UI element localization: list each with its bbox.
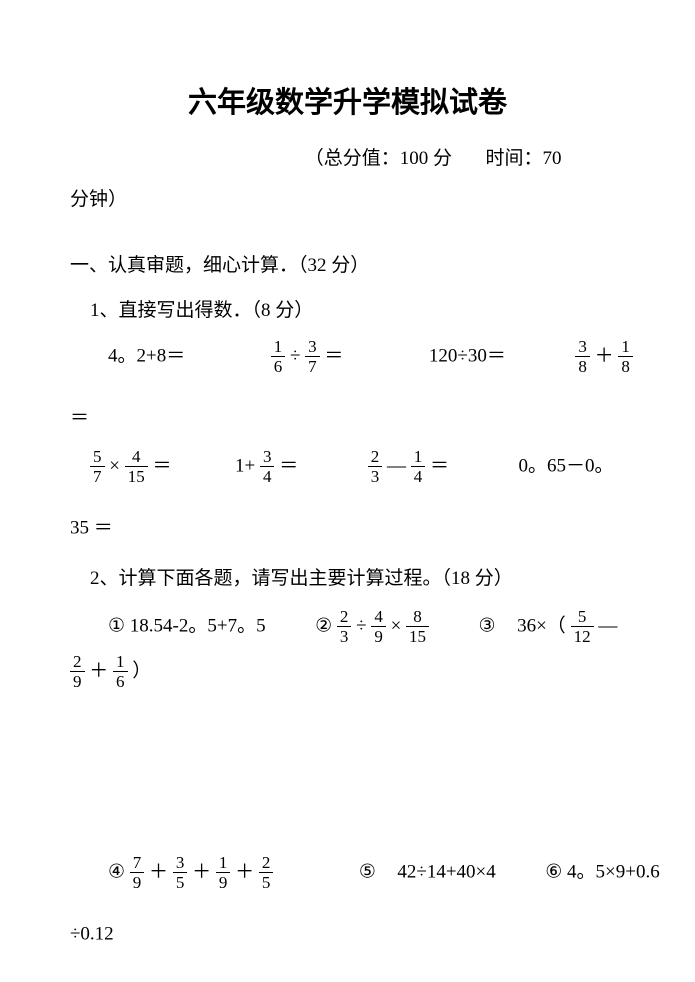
q2-heading: 2、计算下面各题，请写出主要计算过程。（18 分）	[70, 564, 625, 594]
frac-3-5: 35	[173, 854, 188, 891]
q2-row-1: ① 18.54-2。5+7。5 ② 23 ÷ 49 × 815 ③ 36×（ 5…	[70, 608, 625, 645]
q1-p1: 4。2+8＝	[108, 345, 185, 366]
frac-1-8: 18	[618, 338, 633, 375]
q2-c5: 42÷14+40×4	[397, 861, 495, 882]
q2-row-1-cont: 29 ＋ 16 ）	[70, 653, 625, 690]
frac-5-7: 57	[90, 448, 105, 485]
frac-5-12: 512	[571, 608, 594, 645]
frac-1-9: 19	[216, 854, 231, 891]
q1-row-2-cont: 35 ＝	[70, 513, 625, 544]
q2-c3-lab: ③	[479, 615, 496, 636]
frac-2-3: 23	[368, 448, 383, 485]
time-cont: 分钟）	[70, 189, 127, 210]
frac-7-9: 79	[130, 854, 145, 891]
q2-row-2-cont: ÷0.12	[70, 919, 625, 950]
q2-c1: 18.54-2。5+7。5	[130, 615, 266, 636]
q2-row-2: ④ 79 ＋ 35 ＋ 19 ＋ 25 ⑤ 42÷14+40×4 ⑥ 4。5×9…	[70, 854, 625, 891]
q2-c2-lab: ②	[315, 615, 332, 636]
frac-3-8: 38	[575, 338, 590, 375]
frac-4-15: 415	[125, 448, 148, 485]
total-score: （总分值：100 分	[305, 148, 452, 169]
section-1-heading: 一、认真审题，细心计算．（32 分）	[70, 251, 625, 281]
frac-1-4: 14	[411, 448, 426, 485]
frac-3-7: 37	[305, 338, 320, 375]
q1-heading: 1、直接写出得数．（8 分）	[70, 296, 625, 326]
q2-c1-lab: ①	[108, 615, 125, 636]
meta-line-1: （总分值：100 分 时间：70	[70, 144, 625, 174]
meta-line-2: 分钟）	[70, 185, 625, 215]
q1-row-2: 57 × 415 ＝ 1+ 34 ＝ 23 — 14 ＝ 0。65－0。	[70, 448, 625, 485]
q1-row-1: 4。2+8＝ 16 ÷ 37 ＝ 120÷30＝ 38 ＋ 18	[70, 338, 625, 375]
frac-2-3b: 23	[337, 608, 352, 645]
q2-c5-lab: ⑤	[359, 861, 376, 882]
frac-2-5: 25	[259, 854, 274, 891]
q1-p8: 0。65－0。	[518, 455, 613, 476]
frac-1-6: 16	[271, 338, 286, 375]
q1-row-1-cont: ＝	[70, 403, 625, 434]
frac-8-15: 815	[406, 608, 429, 645]
time-label: 时间：70	[486, 148, 562, 169]
q2-c4-lab: ④	[108, 861, 125, 882]
q1-p3: 120÷30＝	[429, 345, 506, 366]
page-title: 六年级数学升学模拟试卷	[70, 80, 625, 126]
q2-c6: 4。5×9+0.6	[567, 861, 660, 882]
frac-1-6b: 16	[113, 653, 128, 690]
frac-3-4: 34	[260, 448, 275, 485]
frac-4-9: 49	[371, 608, 386, 645]
q2-c6-lab: ⑥	[545, 861, 562, 882]
frac-2-9: 29	[70, 653, 85, 690]
